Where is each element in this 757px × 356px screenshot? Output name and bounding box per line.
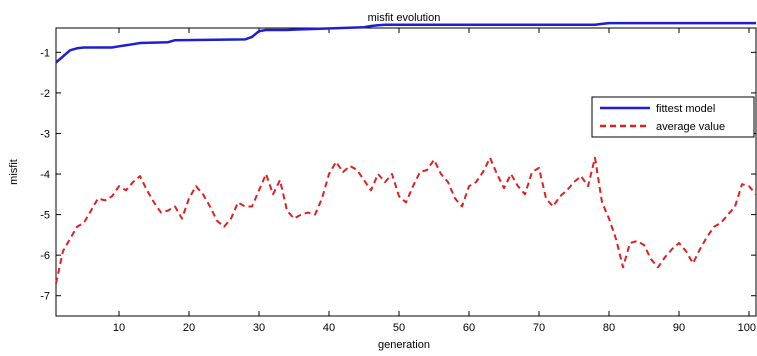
y-tick-label: -7: [40, 291, 50, 303]
series-line-average-value: [55, 156, 757, 284]
y-tick-label: -3: [40, 128, 50, 140]
x-tick-label: 70: [533, 322, 545, 334]
y-tick-label: -5: [40, 210, 50, 222]
x-tick-label: 100: [738, 322, 756, 334]
x-tick-label: 90: [673, 322, 685, 334]
y-tick-label: -4: [40, 169, 50, 181]
chart-title: misfit evolution: [368, 12, 441, 24]
x-tick-label: 20: [183, 322, 195, 334]
x-axis-label: generation: [378, 339, 430, 351]
y-tick-label: -2: [40, 88, 50, 100]
x-axis: 10 20 30 40 50 60 70 80 90 100: [113, 28, 756, 334]
legend-label-fittest-model: fittest model: [656, 103, 715, 115]
x-tick-label: 80: [603, 322, 615, 334]
x-tick-label: 30: [253, 322, 265, 334]
x-tick-label: 40: [323, 322, 335, 334]
x-tick-label: 10: [113, 322, 125, 334]
legend-label-average-value: average value: [656, 121, 725, 133]
y-tick-label: -1: [40, 47, 50, 59]
y-axis-label: misfit: [8, 159, 20, 185]
series-layer: [55, 21, 757, 284]
legend-box: [591, 96, 755, 138]
y-tick-label: -6: [40, 250, 50, 262]
x-tick-label: 50: [393, 322, 405, 334]
legend: fittest model average value: [591, 96, 755, 138]
x-tick-label: 60: [463, 322, 475, 334]
series-line-fittest-model: [55, 21, 756, 64]
plot-area: [55, 27, 757, 317]
